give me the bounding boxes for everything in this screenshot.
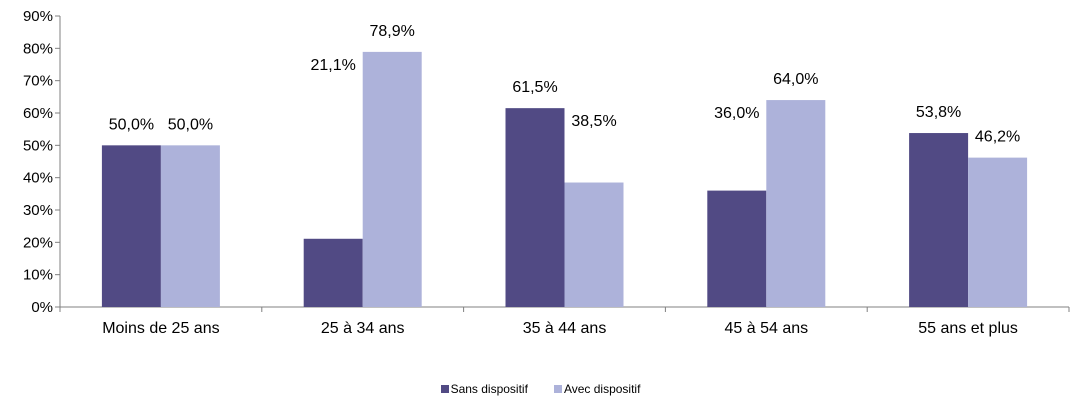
bar-chart: 0% 10% 20% 30% 40% 50% 60% 70% 80% 90% Moins de 2… — [23, 8, 1070, 337]
bars — [101, 51, 1028, 308]
x-axis: Moins de 25 ans 25 à 34 ans 35 à 44 ans 45 … — [59, 306, 1070, 337]
data-label-sans-dispositif: 53,8% — [916, 104, 961, 121]
bar-sans-dispositif — [101, 145, 161, 307]
data-label-avec-dispositif: 64,0% — [773, 71, 818, 88]
y-tick-label: 40% — [23, 170, 53, 187]
bar-avec-dispositif — [362, 51, 422, 307]
bar-sans-dispositif — [707, 190, 767, 307]
y-tick-label: 50% — [23, 137, 53, 154]
bar-sans-dispositif — [505, 108, 565, 308]
legend-swatch-sans-dispositif — [440, 385, 449, 393]
bar-sans-dispositif — [303, 238, 363, 307]
legend-item-sans-dispositif: Sans dispositif — [440, 382, 528, 396]
y-tick-label: 80% — [23, 40, 53, 57]
bar-sans-dispositif — [909, 133, 969, 307]
y-tick-label: 70% — [23, 73, 53, 90]
legend-label-avec-dispositif: Avec dispositif — [563, 382, 641, 396]
data-label-sans-dispositif: 36,0% — [714, 105, 759, 122]
data-labels: 50,0% 50,0% 21,1% 78,9% 61,5% 38,5% 36,0% 64,0%… — [109, 23, 1021, 146]
data-label-avec-dispositif: 46,2% — [975, 129, 1020, 146]
x-tick-label: 45 à 54 ans — [724, 320, 808, 337]
y-tick-label: 10% — [23, 267, 53, 284]
y-tick-label: 30% — [23, 202, 53, 219]
y-tick-label: 90% — [23, 8, 53, 25]
bar-avec-dispositif — [564, 182, 624, 307]
data-label-avec-dispositif: 50,0% — [168, 116, 213, 133]
bar-avec-dispositif — [160, 145, 220, 307]
legend: Sans dispositif Avec dispositif — [0, 382, 1081, 396]
y-tick-label: 60% — [23, 105, 53, 122]
x-tick-label: 55 ans et plus — [918, 320, 1018, 337]
data-label-sans-dispositif: 61,5% — [512, 79, 557, 96]
x-tick-label: 25 à 34 ans — [321, 320, 405, 337]
x-tick-label: 35 à 44 ans — [523, 320, 607, 337]
y-axis: 0% 10% 20% 30% 40% 50% 60% 70% 80% 90% — [23, 8, 61, 316]
data-label-avec-dispositif: 78,9% — [370, 23, 415, 40]
y-tick-label: 0% — [31, 299, 53, 316]
data-label-sans-dispositif: 21,1% — [311, 57, 356, 74]
legend-swatch-avec-dispositif — [553, 385, 562, 393]
x-tick-label: Moins de 25 ans — [102, 320, 219, 337]
data-label-avec-dispositif: 38,5% — [571, 113, 616, 130]
y-tick-label: 20% — [23, 234, 53, 251]
data-label-sans-dispositif: 50,0% — [109, 116, 154, 133]
bar-avec-dispositif — [968, 157, 1028, 307]
bar-avec-dispositif — [766, 100, 826, 307]
legend-label-sans-dispositif: Sans dispositif — [450, 382, 528, 396]
legend-item-avec-dispositif: Avec dispositif — [553, 382, 641, 396]
